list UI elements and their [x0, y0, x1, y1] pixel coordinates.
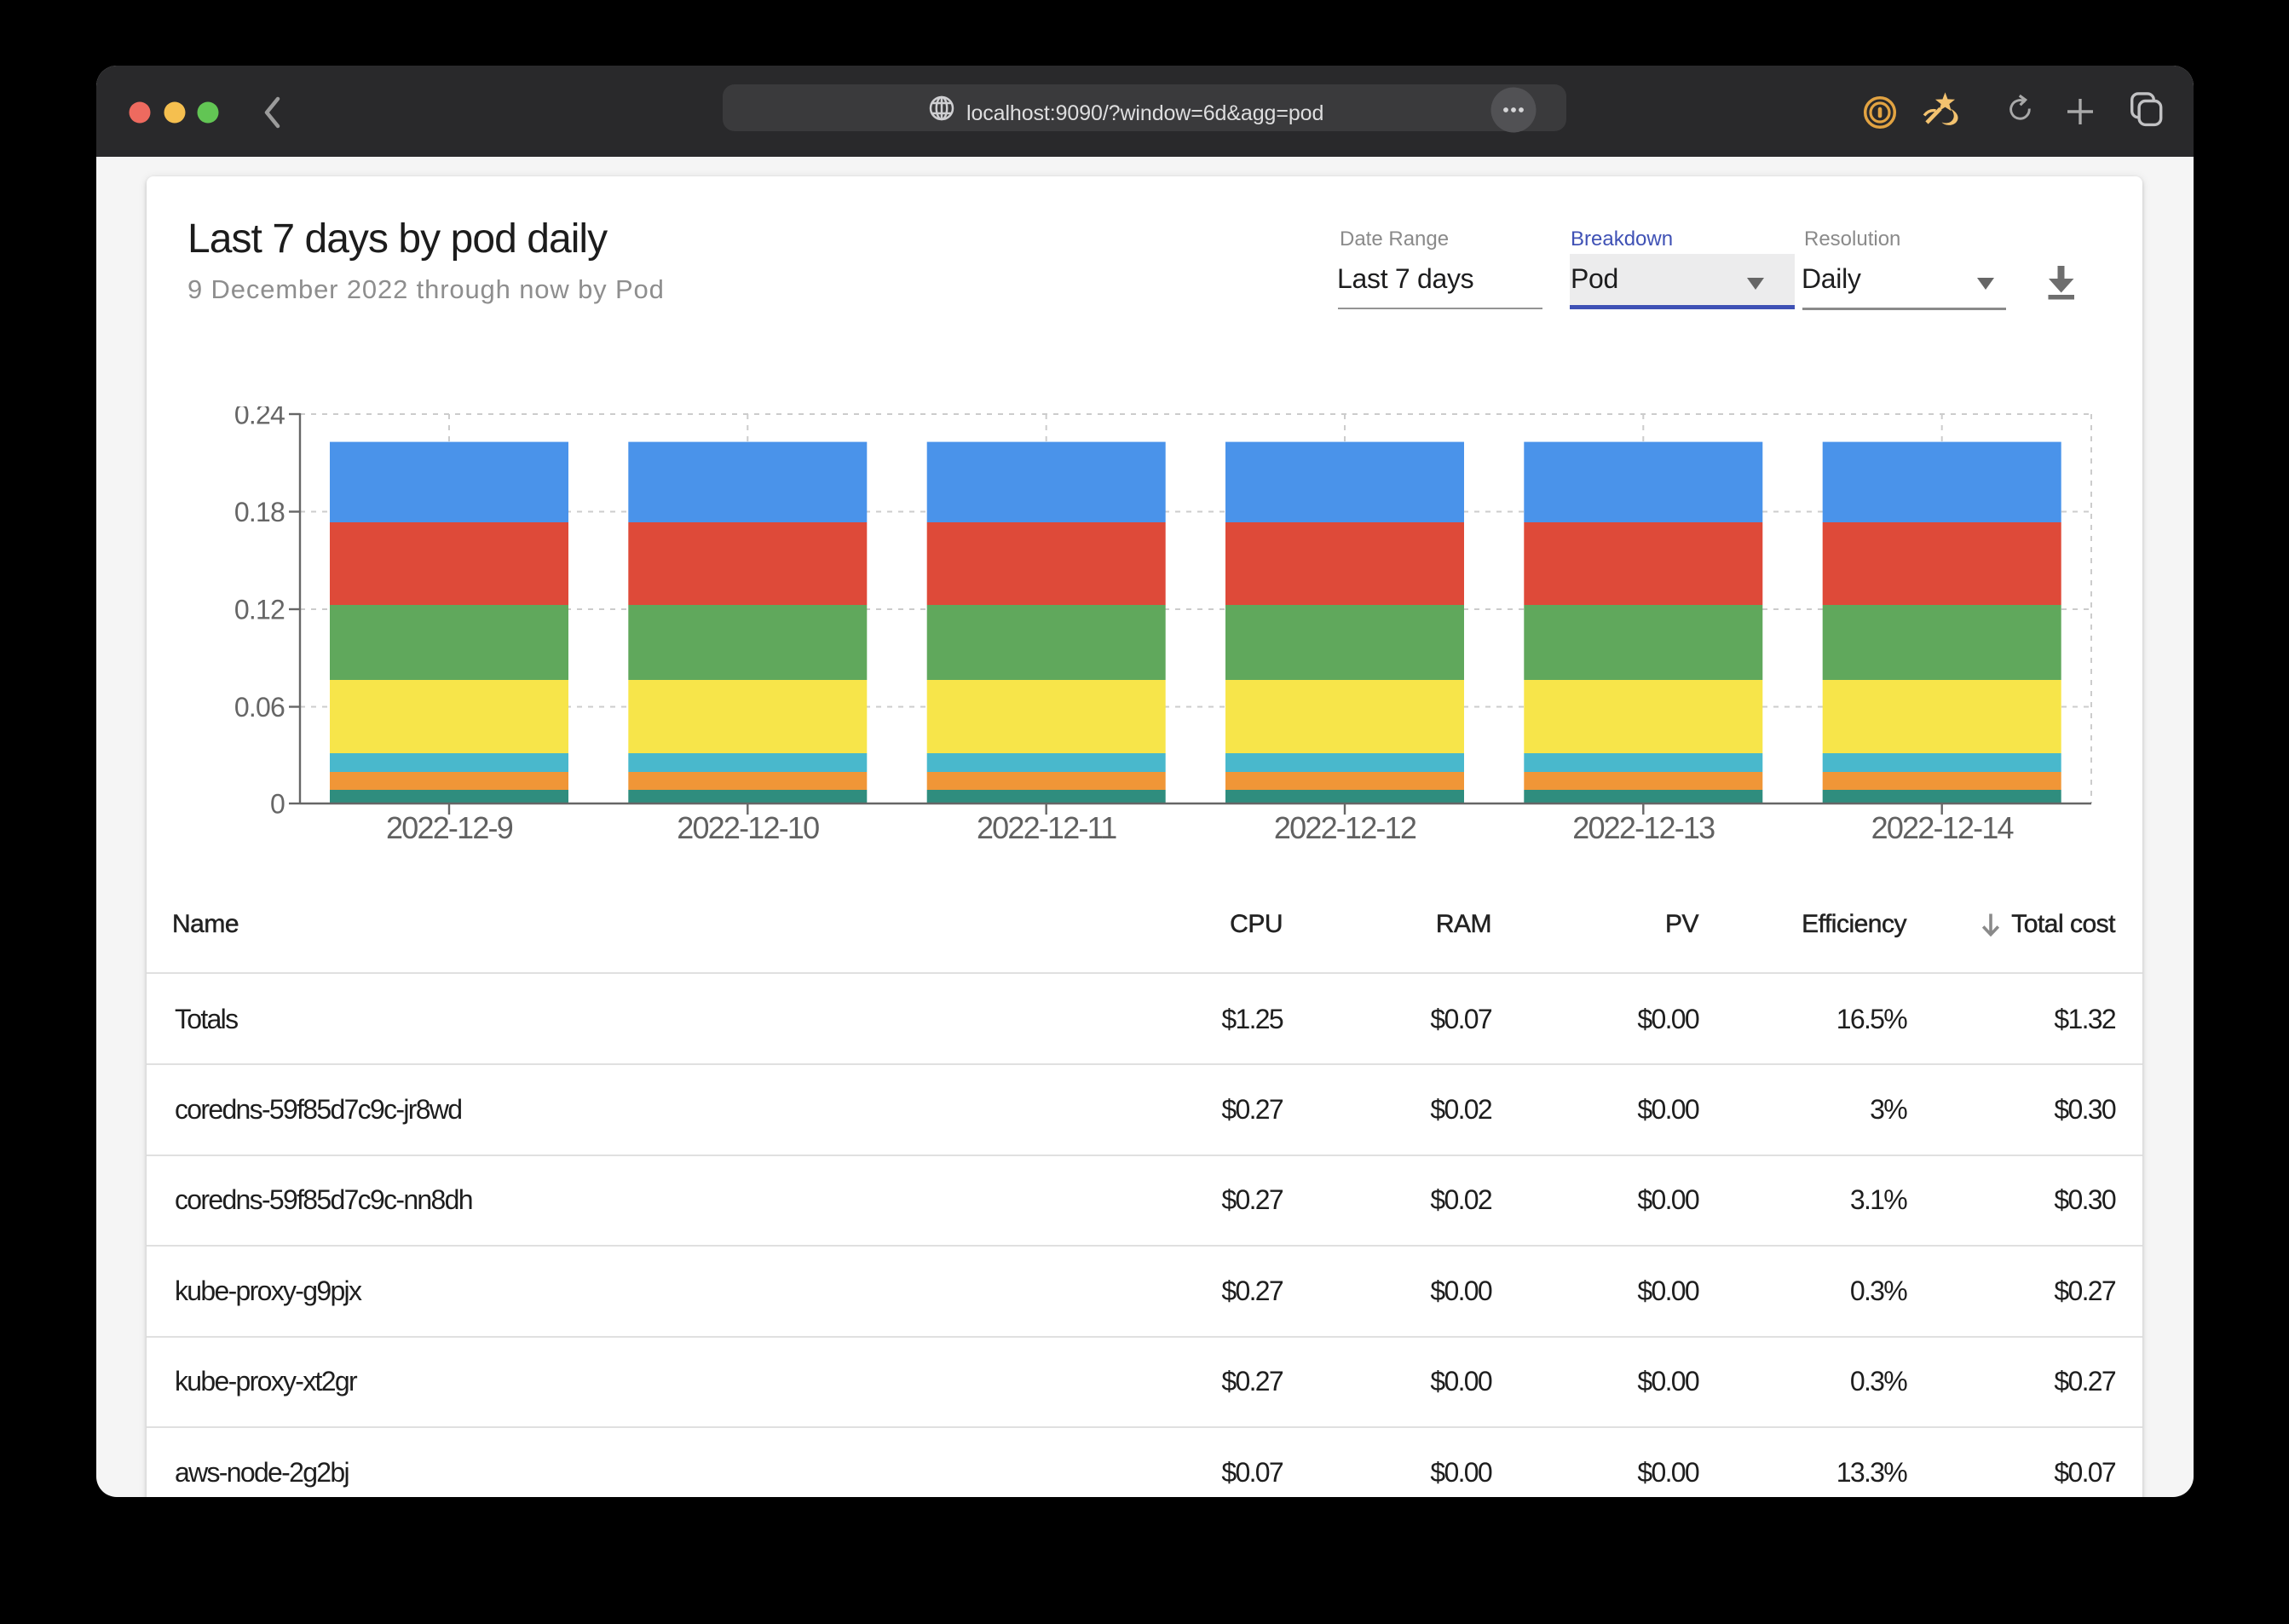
- svg-text:localhost:9090/?window=6d&agg=: localhost:9090/?window=6d&agg=pod: [966, 101, 1323, 125]
- svg-text:2022-12-9: 2022-12-9: [386, 810, 513, 845]
- svg-text:0.12: 0.12: [234, 595, 285, 625]
- svg-text:2022-12-12: 2022-12-12: [1274, 810, 1416, 845]
- svg-text:0.18: 0.18: [234, 497, 285, 527]
- svg-text:2022-12-11: 2022-12-11: [977, 810, 1116, 845]
- svg-text:2022-12-14: 2022-12-14: [1871, 810, 2014, 845]
- svg-text:2022-12-10: 2022-12-10: [677, 810, 819, 845]
- svg-text:0: 0: [270, 789, 285, 820]
- svg-text:2022-12-13: 2022-12-13: [1572, 810, 1715, 845]
- svg-text:0.06: 0.06: [234, 692, 285, 723]
- svg-text:0.24: 0.24: [234, 406, 285, 430]
